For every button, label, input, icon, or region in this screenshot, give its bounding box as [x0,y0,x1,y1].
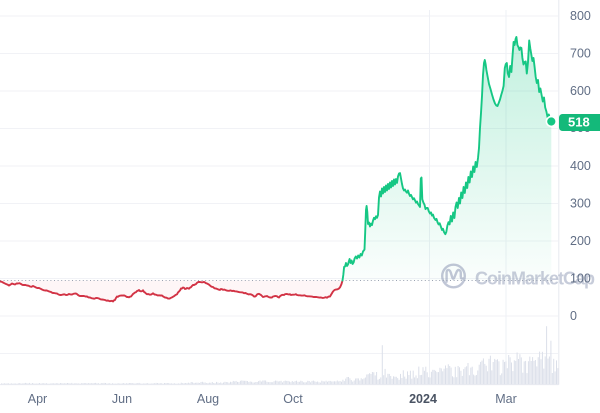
svg-text:Oct: Oct [283,392,303,406]
svg-text:600: 600 [570,84,591,98]
svg-text:CoinMarketCap: CoinMarketCap [475,269,595,289]
svg-text:Jun: Jun [112,392,132,406]
svg-text:Apr: Apr [28,392,47,406]
svg-text:Aug: Aug [197,392,219,406]
svg-text:300: 300 [570,196,591,210]
svg-text:800: 800 [570,9,591,23]
svg-text:0: 0 [570,309,577,323]
svg-text:2024: 2024 [409,392,437,406]
svg-text:700: 700 [570,46,591,60]
svg-text:200: 200 [570,234,591,248]
svg-text:100: 100 [570,271,591,285]
svg-text:400: 400 [570,159,591,173]
svg-text:Mar: Mar [495,392,517,406]
svg-text:518: 518 [568,115,590,130]
